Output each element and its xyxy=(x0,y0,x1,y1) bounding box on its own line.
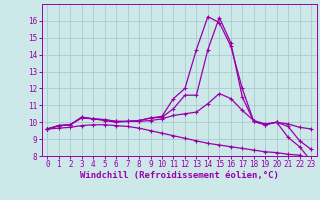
X-axis label: Windchill (Refroidissement éolien,°C): Windchill (Refroidissement éolien,°C) xyxy=(80,171,279,180)
